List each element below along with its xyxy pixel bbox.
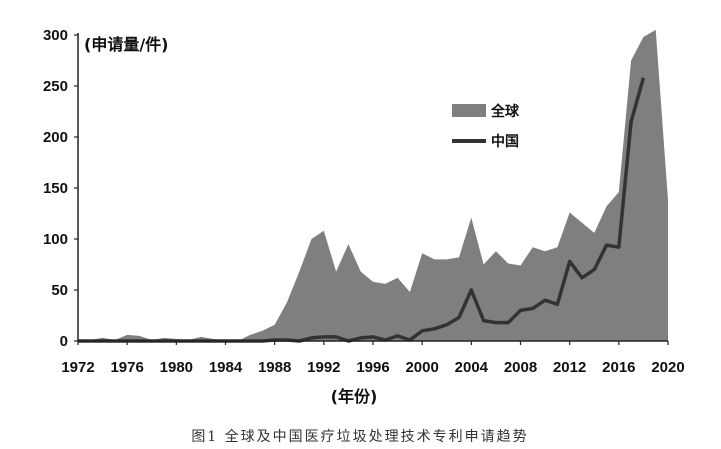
x-tick-label: 2000 <box>405 359 438 376</box>
x-axis-label: (年份) <box>331 387 378 406</box>
y-tick-label: 0 <box>60 333 68 350</box>
legend-label-china: 中国 <box>491 133 519 150</box>
x-tick-label: 1984 <box>209 359 243 376</box>
x-tick-label: 1976 <box>110 359 143 376</box>
x-tick-label: 2012 <box>553 359 586 376</box>
x-tick-label: 2016 <box>602 359 635 376</box>
x-tick-label: 2004 <box>455 359 489 376</box>
legend-label-global: 全球 <box>490 103 520 120</box>
series-area-0 <box>78 29 668 342</box>
x-tick-label: 2008 <box>504 359 537 376</box>
x-tick-label: 2020 <box>651 359 684 376</box>
legend-swatch-global <box>452 104 486 117</box>
y-tick-label: 200 <box>43 129 68 146</box>
y-tick-label: 100 <box>43 231 68 248</box>
x-tick-label: 1992 <box>307 359 340 376</box>
y-axis-unit-label: (申请量/件) <box>84 35 168 54</box>
x-tick-label: 1996 <box>356 359 389 376</box>
x-tick-label: 1980 <box>160 359 193 376</box>
area-layer <box>78 29 668 342</box>
y-tick-label: 250 <box>43 78 68 95</box>
y-axis-ticks: 0 50 100 150 200 250 300 <box>43 27 78 350</box>
y-tick-label: 50 <box>51 282 68 299</box>
x-tick-label: 1988 <box>258 359 291 376</box>
y-tick-label: 150 <box>43 180 68 197</box>
legend: 全球 中国 <box>452 103 520 150</box>
figure-caption: 图1 全球及中国医疗垃圾处理技术专利申请趋势 <box>191 428 528 445</box>
y-tick-label: 300 <box>43 27 68 44</box>
x-axis-ticks: 1972 1976 1980 1984 1988 1992 1996 2000 2004 2008… <box>61 341 685 376</box>
x-tick-label: 1972 <box>61 359 94 376</box>
